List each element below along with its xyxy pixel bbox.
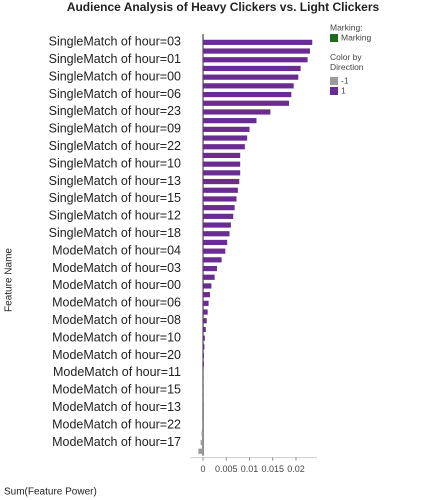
bar xyxy=(203,39,313,45)
bar xyxy=(203,83,294,89)
y-tick-label: ModeMatch of hour=04 xyxy=(52,243,181,257)
bar xyxy=(203,318,207,324)
y-tick-label: SingleMatch of hour=15 xyxy=(49,191,181,205)
y-tick-label: ModeMatch of hour=00 xyxy=(52,278,181,292)
bar xyxy=(203,100,290,106)
y-tick-label: ModeMatch of hour=13 xyxy=(52,400,181,414)
y-tick-label: ModeMatch of hour=11 xyxy=(53,365,181,379)
y-tick-label: ModeMatch of hour=22 xyxy=(52,417,181,431)
legend-label: 1 xyxy=(341,85,346,95)
y-tick-label: SingleMatch of hour=23 xyxy=(49,104,181,118)
y-tick-label: ModeMatch of hour=08 xyxy=(52,313,181,327)
x-tick-label: 0.015 xyxy=(261,464,284,474)
y-tick-label: ModeMatch of hour=15 xyxy=(52,383,181,397)
bar xyxy=(203,109,271,115)
bar xyxy=(203,74,299,80)
bar xyxy=(203,187,238,193)
bar xyxy=(203,118,257,124)
legend-label: -1 xyxy=(341,75,349,85)
bar xyxy=(203,292,210,298)
bar xyxy=(203,344,205,350)
bar xyxy=(203,152,241,159)
legend-label: Marking xyxy=(341,32,372,42)
legend-title: Color by Direction xyxy=(330,52,364,72)
bar xyxy=(203,309,208,315)
legend-swatch xyxy=(330,77,338,85)
bar xyxy=(203,352,204,359)
bar xyxy=(202,422,204,428)
bar xyxy=(203,178,240,185)
x-tick-label: 0.02 xyxy=(287,464,305,474)
x-tick-label: 0 xyxy=(201,464,206,474)
bar xyxy=(203,300,209,306)
bar xyxy=(203,144,245,150)
x-axis-label: Sum(Feature Power) xyxy=(4,487,97,498)
bar xyxy=(203,48,310,54)
bar xyxy=(203,135,248,141)
y-tick-label: SingleMatch of hour=00 xyxy=(49,69,181,83)
x-tick-label: 0.01 xyxy=(241,464,259,474)
y-tick-label: SingleMatch of hour=03 xyxy=(49,35,181,49)
y-tick-label: SingleMatch of hour=12 xyxy=(49,209,181,223)
bar xyxy=(203,161,241,167)
legend-title: Marking: xyxy=(330,22,363,32)
y-tick-label: ModeMatch of hour=03 xyxy=(52,261,181,275)
bar xyxy=(203,239,228,246)
y-tick-label: ModeMatch of hour=06 xyxy=(52,296,181,310)
bar xyxy=(203,213,234,219)
bar xyxy=(203,196,237,202)
bar xyxy=(203,265,217,272)
bar xyxy=(203,170,241,176)
bar xyxy=(203,283,212,289)
y-tick-label: SingleMatch of hour=06 xyxy=(49,87,181,101)
bar xyxy=(203,361,204,367)
y-tick-label: SingleMatch of hour=09 xyxy=(49,122,181,136)
y-tick-label: SingleMatch of hour=10 xyxy=(49,156,181,170)
bar xyxy=(203,248,226,254)
legend-swatch xyxy=(330,87,338,95)
bar xyxy=(203,222,231,228)
x-tick-label: 0.005 xyxy=(215,464,238,474)
bar xyxy=(203,126,250,132)
bar xyxy=(203,65,301,72)
bar xyxy=(203,257,222,263)
bar xyxy=(203,335,205,341)
bar xyxy=(201,431,204,437)
bar xyxy=(203,91,292,98)
y-tick-label: SingleMatch of hour=18 xyxy=(49,226,181,240)
bar xyxy=(203,231,230,237)
y-tick-label: SingleMatch of hour=22 xyxy=(49,139,181,153)
y-tick-label: ModeMatch of hour=17 xyxy=(52,435,181,449)
bar xyxy=(200,439,204,446)
y-axis-label: Feature Name xyxy=(4,248,15,312)
y-tick-label: SingleMatch of hour=01 xyxy=(49,52,181,66)
legend-swatch xyxy=(330,34,338,42)
bar xyxy=(203,326,206,333)
bar xyxy=(198,448,204,454)
bar xyxy=(203,274,215,280)
bar xyxy=(203,57,308,63)
y-tick-label: SingleMatch of hour=13 xyxy=(49,174,181,188)
chart-title: Audience Analysis of Heavy Clickers vs. … xyxy=(67,0,380,14)
y-tick-label: ModeMatch of hour=10 xyxy=(52,330,181,344)
y-tick-label: ModeMatch of hour=20 xyxy=(52,348,181,362)
bar xyxy=(203,205,235,211)
